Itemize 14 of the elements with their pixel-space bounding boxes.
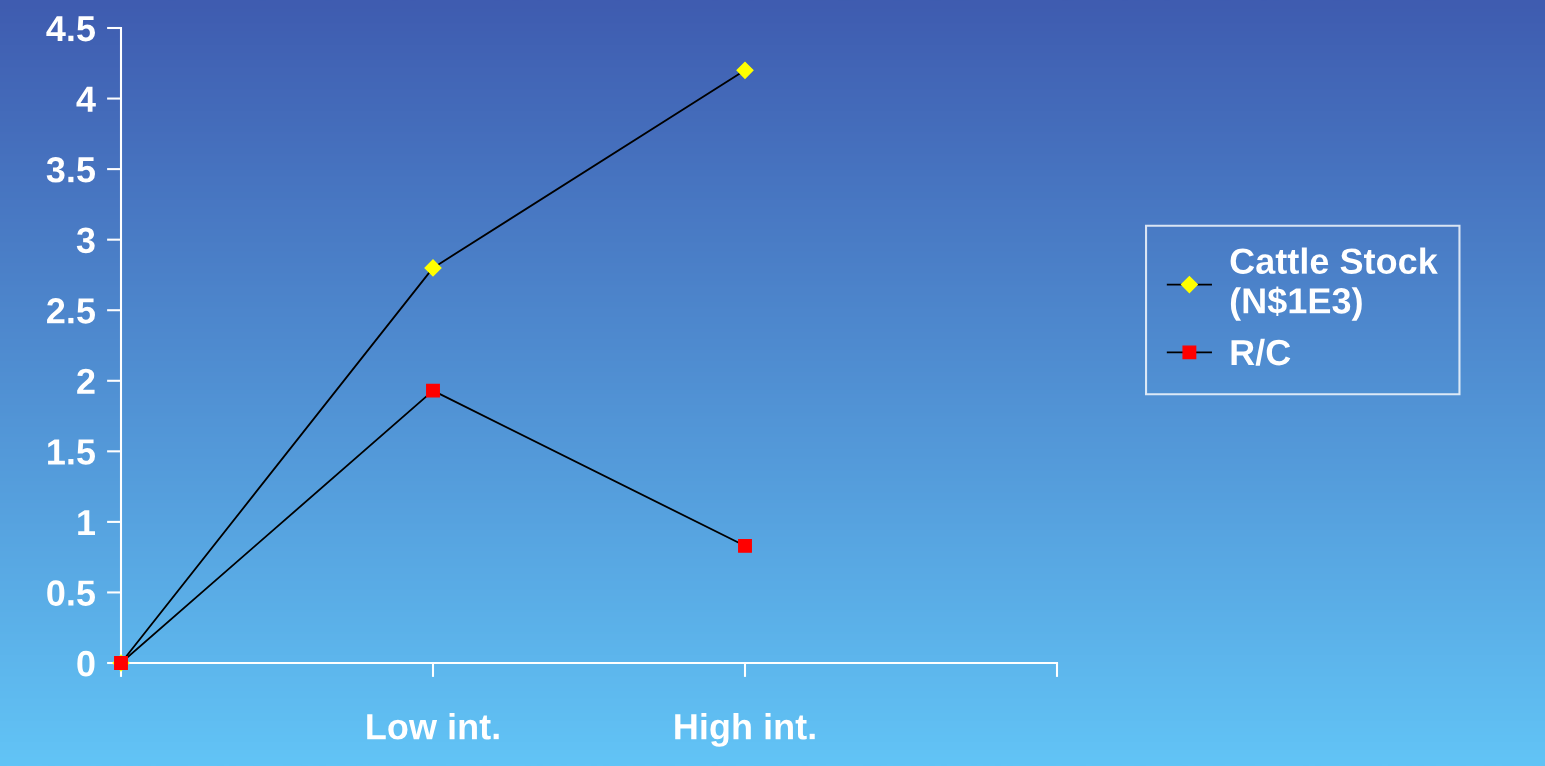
legend-label: Cattle Stock (N$1E3)	[1230, 247, 1438, 321]
y-tick-label: 4	[76, 86, 96, 112]
x-tick-label: Low int.	[367, 713, 499, 740]
y-tick-label: 0	[77, 650, 95, 677]
y-tick-label: 4.5	[46, 16, 95, 42]
x-tick-label: High int.	[675, 713, 815, 747]
y-tick-label: 1.5	[48, 439, 95, 465]
y-tick-label: 0.5	[47, 580, 95, 606]
y-tick-label: 3.5	[46, 156, 95, 183]
y-tick-label: 1	[78, 510, 95, 535]
legend-label: R/C	[1231, 338, 1291, 366]
y-tick-label: 3	[76, 227, 95, 254]
y-tick-label: 2	[77, 368, 95, 394]
y-tick-label: 2.5	[47, 298, 95, 324]
